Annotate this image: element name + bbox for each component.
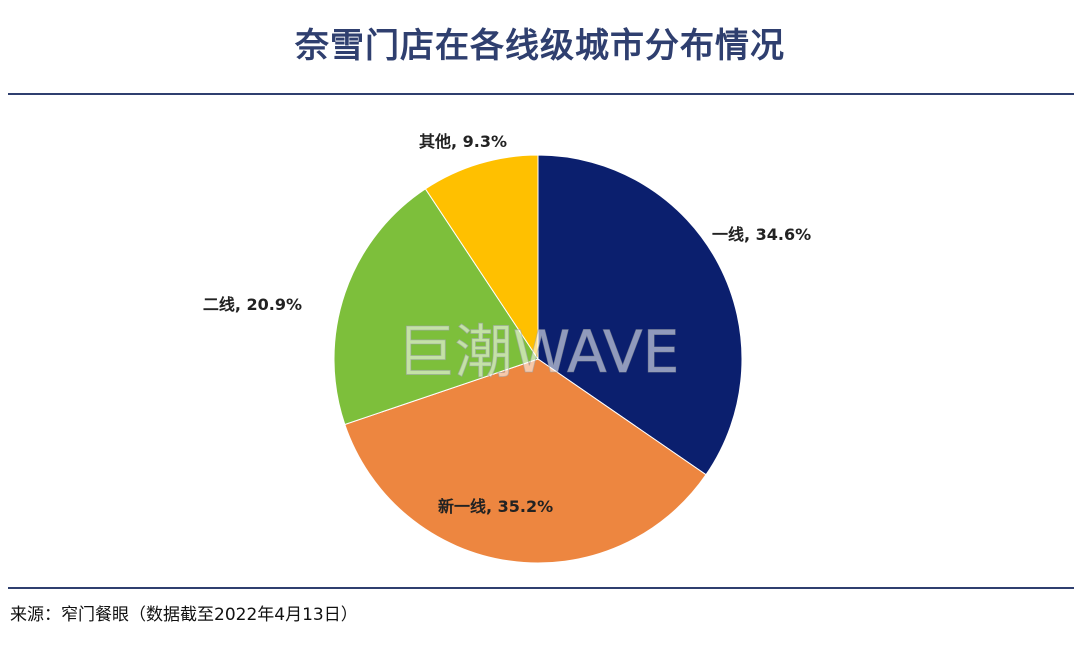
watermark: 巨潮WAVE [397,318,679,386]
pie-label-3: 二线, 20.9% [203,295,302,314]
pie-slice-3 [333,188,539,426]
top-divider [8,93,1074,95]
pie-slice-1 [537,154,743,476]
bottom-divider [8,587,1074,589]
pie-label-4: 其他, 9.3% [419,132,507,151]
source-note: 来源：窄门餐眼（数据截至2022年4月13日） [10,605,358,625]
pie-slices [333,154,743,564]
pie-slice-2 [344,358,707,564]
pie-label-1: 一线, 34.6% [712,225,811,244]
pie-label-2: 新一线, 35.2% [438,497,553,516]
pie-labels: 一线, 34.6% 新一线, 35.2% 二线, 20.9% 其他, 9.3% [203,132,811,516]
chart-title: 奈雪门店在各线级城市分布情况 [295,26,785,66]
pie-slice-4 [424,154,539,361]
